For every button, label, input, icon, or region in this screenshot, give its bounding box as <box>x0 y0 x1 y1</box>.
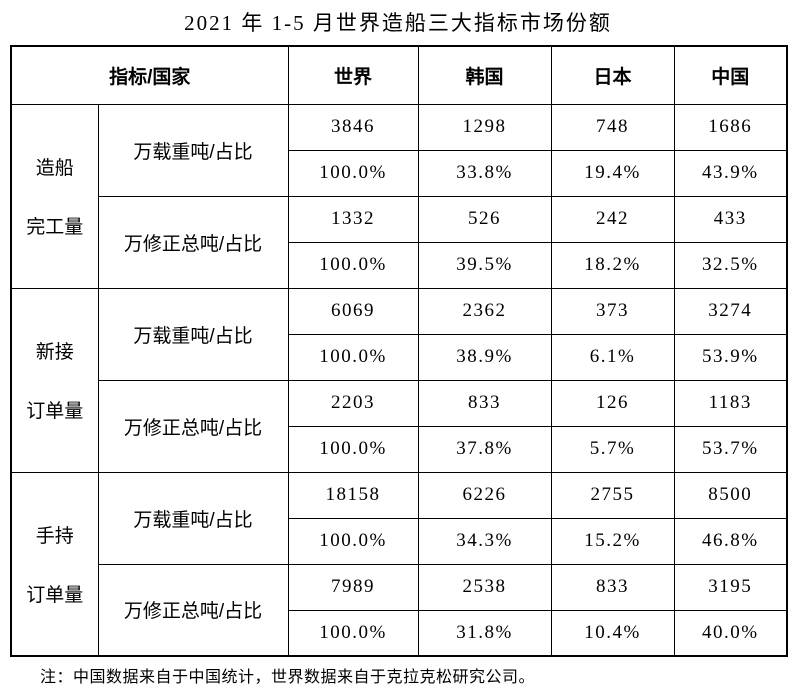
column-header-japan: 日本 <box>550 45 675 105</box>
share-cell-china: 53.9% <box>673 333 788 381</box>
share-cell-japan: 19.4% <box>550 149 675 197</box>
table-row: 100.0% 33.8% 19.4% 43.9% <box>11 149 788 197</box>
column-header-world: 世界 <box>287 45 419 105</box>
row-group-label-completions: 造船 完工量 <box>10 103 99 289</box>
footnote: 注：中国数据来自于中国统计，世界数据来自于克拉克松研究公司。 <box>40 669 536 686</box>
table-row: 100.0% 39.5% 18.2% 32.5% <box>11 241 788 289</box>
value-cell-japan: 748 <box>550 103 675 151</box>
group-label-line2: 完工量 <box>26 217 84 238</box>
value-cell-korea: 2362 <box>417 287 552 335</box>
table-row: 万修正总吨/占比 7989 2538 833 3195 <box>11 563 788 657</box>
share-cell-japan: 18.2% <box>550 241 675 289</box>
table-row: 新接 订单量 万载重吨/占比 6069 2362 373 3274 <box>10 287 788 473</box>
value-cell-japan: 833 <box>550 563 675 611</box>
value-cell-japan: 373 <box>550 287 675 335</box>
share-cell-korea: 34.3% <box>417 517 552 565</box>
value-cell-korea: 2538 <box>417 563 552 611</box>
share-cell-korea: 39.5% <box>417 241 552 289</box>
share-cell-japan: 5.7% <box>550 425 675 473</box>
value-cell-world: 3846 <box>287 103 419 151</box>
share-cell-korea: 31.8% <box>417 609 552 657</box>
metric-label: 万修正总吨/占比 <box>97 379 289 473</box>
value-cell-china: 1183 <box>673 379 788 427</box>
metric-label: 万修正总吨/占比 <box>97 563 289 657</box>
share-cell-korea: 37.8% <box>417 425 552 473</box>
value-cell-japan: 2755 <box>550 471 675 519</box>
table-row: 100.0% 37.8% 5.7% 53.7% <box>11 425 788 473</box>
metric-label: 万修正总吨/占比 <box>97 195 289 289</box>
value-cell-china: 3274 <box>673 287 788 335</box>
share-cell-china: 46.8% <box>673 517 788 565</box>
share-cell-world: 100.0% <box>287 241 419 289</box>
share-cell-japan: 6.1% <box>550 333 675 381</box>
table-row: 万修正总吨/占比 1332 526 242 433 <box>11 195 788 289</box>
metric-label: 万载重吨/占比 <box>97 287 289 381</box>
table-row: 100.0% 31.8% 10.4% 40.0% <box>11 609 788 657</box>
value-cell-china: 1686 <box>673 103 788 151</box>
value-cell-world: 2203 <box>287 379 419 427</box>
share-cell-china: 43.9% <box>673 149 788 197</box>
value-cell-korea: 6226 <box>417 471 552 519</box>
value-cell-korea: 833 <box>417 379 552 427</box>
shipbuilding-market-share-table: 指标/国家 世界 韩国 日本 中国 造船 完工量 万载重吨/占比 3846 12… <box>10 45 788 657</box>
header-indicator-country: 指标/国家 <box>10 45 289 105</box>
value-cell-japan: 126 <box>550 379 675 427</box>
share-cell-japan: 15.2% <box>550 517 675 565</box>
column-header-china: 中国 <box>673 45 788 105</box>
value-cell-china: 433 <box>673 195 788 243</box>
row-group-label-orderbook: 手持 订单量 <box>10 471 99 657</box>
page-title: 2021 年 1-5 月世界造船三大指标市场份额 <box>184 11 612 35</box>
value-cell-china: 8500 <box>673 471 788 519</box>
share-cell-japan: 10.4% <box>550 609 675 657</box>
value-cell-korea: 1298 <box>417 103 552 151</box>
value-cell-china: 3195 <box>673 563 788 611</box>
value-cell-korea: 526 <box>417 195 552 243</box>
metric-label: 万载重吨/占比 <box>97 471 289 565</box>
table-row: 100.0% 38.9% 6.1% 53.9% <box>11 333 788 381</box>
table-row: 100.0% 34.3% 15.2% 46.8% <box>11 517 788 565</box>
share-cell-world: 100.0% <box>287 609 419 657</box>
group-label-line1: 造船 <box>35 158 74 179</box>
share-cell-china: 32.5% <box>673 241 788 289</box>
share-cell-world: 100.0% <box>287 333 419 381</box>
row-group-label-new-orders: 新接 订单量 <box>10 287 99 473</box>
group-label-line2: 订单量 <box>26 584 84 606</box>
share-cell-korea: 38.9% <box>417 333 552 381</box>
value-cell-world: 1332 <box>287 195 419 243</box>
value-cell-japan: 242 <box>550 195 675 243</box>
table-row: 造船 完工量 万载重吨/占比 3846 1298 748 1686 <box>10 103 788 289</box>
share-cell-china: 40.0% <box>673 609 788 657</box>
group-label-line1: 新接 <box>35 342 74 363</box>
column-header-korea: 韩国 <box>417 45 552 105</box>
metric-label: 万载重吨/占比 <box>97 103 289 197</box>
table-header-row: 指标/国家 世界 韩国 日本 中国 <box>10 45 788 105</box>
value-cell-world: 7989 <box>287 563 419 611</box>
table-row: 万修正总吨/占比 2203 833 126 1183 <box>11 379 788 473</box>
share-cell-china: 53.7% <box>673 425 788 473</box>
group-label-line2: 订单量 <box>26 401 84 422</box>
share-cell-world: 100.0% <box>287 425 419 473</box>
share-cell-world: 100.0% <box>287 517 419 565</box>
share-cell-world: 100.0% <box>287 149 419 197</box>
share-cell-korea: 33.8% <box>417 149 552 197</box>
table-row: 手持 订单量 万载重吨/占比 18158 6226 2755 8500 <box>10 471 788 657</box>
group-label-line1: 手持 <box>35 525 74 547</box>
value-cell-world: 6069 <box>287 287 419 335</box>
value-cell-world: 18158 <box>287 471 419 519</box>
